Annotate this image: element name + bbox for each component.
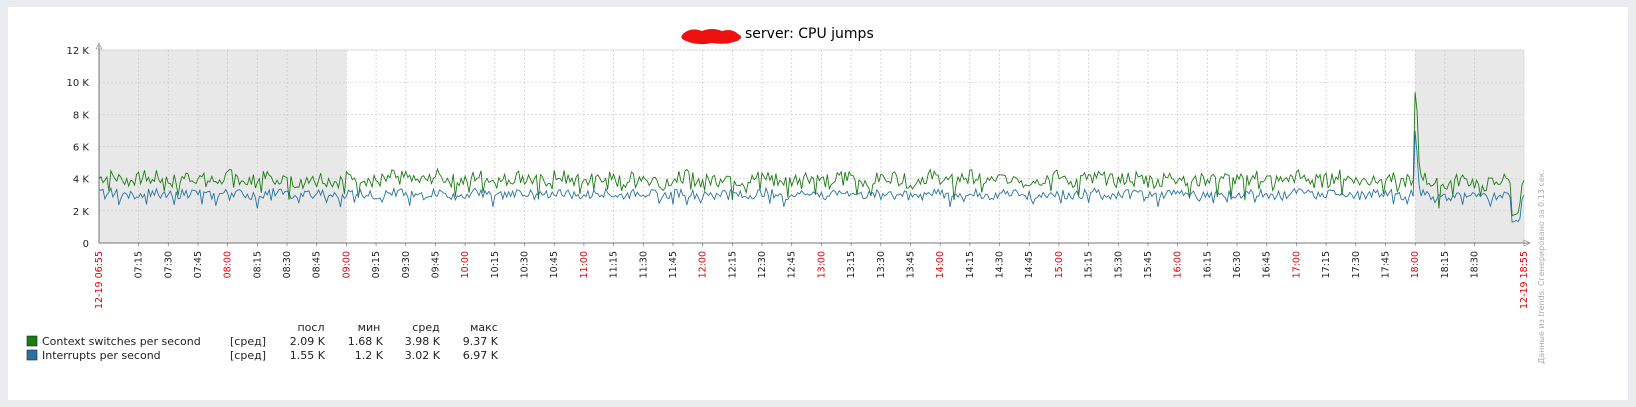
x-tick-label: 10:00 <box>460 251 471 278</box>
grid-lines <box>99 49 1524 243</box>
x-tick-label: 16:30 <box>1232 251 1243 278</box>
legend-series-name: Context switches per second <box>42 335 201 348</box>
x-tick-label: 13:30 <box>876 251 887 278</box>
legend-header-max: макс <box>470 321 498 334</box>
x-axis: 07:15 07:30 07:45 08:00 08:15 08:30 08:45 09:00… <box>94 243 1530 309</box>
cpu-jumps-chart: server: CPU jumps 02 K4 K6 K8 K10 K12 K … <box>67 26 1546 364</box>
legend-series-name: Interrupts per second <box>42 349 161 362</box>
legend: посл мин сред макс Context switches per seco… <box>8 7 528 404</box>
x-tick-label: 08:00 <box>223 251 234 278</box>
legend-header-min: мин <box>358 321 381 334</box>
x-tick-label: 13:45 <box>905 251 916 278</box>
x-tick-label: 09:00 <box>341 251 352 278</box>
x-tick-label: 11:45 <box>668 251 679 278</box>
y-tick-label: 12 K <box>67 46 90 57</box>
x-tick-label: 15:15 <box>1084 251 1095 278</box>
x-tick-label: 10:15 <box>490 251 501 278</box>
x-tick-label: 11:30 <box>638 251 649 278</box>
x-tick-label: 18:00 <box>1410 251 1421 278</box>
series-line-2 <box>98 130 1525 223</box>
x-tick-label: 13:00 <box>816 251 827 278</box>
legend-value-min: 1.2 K <box>355 349 384 362</box>
x-tick-label: 14:00 <box>935 251 946 278</box>
legend-func: [сред] <box>230 335 266 348</box>
legend-value-max: 9.37 K <box>463 335 499 348</box>
x-tick-label: 14:45 <box>1024 251 1035 278</box>
y-axis-arrow <box>95 42 103 50</box>
x-tick-label: 08:30 <box>282 251 293 278</box>
x-tick-label: 17:00 <box>1291 251 1302 278</box>
legend-swatch-2 <box>26 349 38 361</box>
legend-value-max: 6.97 K <box>463 349 499 362</box>
x-tick-label: 17:15 <box>1321 251 1332 278</box>
legend-swatch-1 <box>26 335 38 347</box>
x-tick-label: 17:45 <box>1380 251 1391 278</box>
x-tick-label: 14:30 <box>995 251 1006 278</box>
x-tick-label: 07:15 <box>134 251 145 278</box>
chart-title: server: CPU jumps <box>745 26 874 42</box>
y-tick-label: 10 K <box>67 78 90 89</box>
legend-table: посл мин сред макс Context switches per seco… <box>26 321 499 362</box>
series-lines <box>98 92 1525 223</box>
x-tick-label: 10:30 <box>520 251 531 278</box>
x-tick-label: 13:15 <box>846 251 857 278</box>
x-tick-label: 11:00 <box>579 251 590 278</box>
generation-note: Данные из trends. Сгенерировано за 0.13 … <box>1537 170 1546 364</box>
y-tick-label: 8 K <box>73 110 90 121</box>
x-tick-label: 16:15 <box>1202 251 1213 278</box>
y-tick-label: 6 K <box>73 143 90 154</box>
x-tick-label: 16:00 <box>1173 251 1184 278</box>
x-tick-label: 09:45 <box>430 251 441 278</box>
x-tick-label: 12:15 <box>727 251 738 278</box>
x-start-label: 12-19 06:55 <box>94 251 105 309</box>
x-end-label: 12-19 18:55 <box>1519 251 1530 309</box>
legend-header-last: посл <box>297 321 324 334</box>
x-tick-label: 12:45 <box>787 251 798 278</box>
y-tick-label: 4 K <box>73 175 90 186</box>
x-tick-label: 15:00 <box>1054 251 1065 278</box>
x-tick-label: 18:30 <box>1470 251 1481 278</box>
redaction-mark <box>681 29 742 45</box>
legend-value-min: 1.68 K <box>348 335 384 348</box>
x-tick-label: 18:15 <box>1440 251 1451 278</box>
x-tick-label: 09:15 <box>371 251 382 278</box>
y-tick-label: 2 K <box>73 207 90 218</box>
x-tick-label: 09:30 <box>401 251 412 278</box>
x-tick-label: 12:30 <box>757 251 768 278</box>
x-tick-label: 15:30 <box>1113 251 1124 278</box>
legend-header-avg: сред <box>412 321 440 334</box>
shaded-region-1 <box>1415 50 1524 243</box>
y-axis: 0 2 K 4 K 6 K 8 K 10 K 12 K <box>67 46 90 250</box>
legend-value-last: 2.09 K <box>290 335 326 348</box>
x-tick-label: 10:45 <box>549 251 560 278</box>
x-tick-label: 17:30 <box>1351 251 1362 278</box>
series-line-1 <box>98 92 1525 217</box>
x-tick-label: 15:45 <box>1143 251 1154 278</box>
axis-lines <box>95 42 1531 247</box>
x-tick-label: 07:45 <box>193 251 204 278</box>
x-tick-label: 11:15 <box>609 251 620 278</box>
x-tick-label: 16:45 <box>1262 251 1273 278</box>
x-tick-label: 12:00 <box>698 251 709 278</box>
legend-value-last: 1.55 K <box>290 349 326 362</box>
y-tick-label: 0 <box>83 239 89 250</box>
x-tick-label: 08:15 <box>252 251 263 278</box>
x-tick-label: 08:45 <box>312 251 323 278</box>
x-tick-label: 14:15 <box>965 251 976 278</box>
x-tick-label: 07:30 <box>163 251 174 278</box>
legend-func: [сред] <box>230 349 266 362</box>
legend-value-avg: 3.98 K <box>405 335 441 348</box>
x-axis-arrow <box>1523 239 1531 247</box>
legend-value-avg: 3.02 K <box>405 349 441 362</box>
